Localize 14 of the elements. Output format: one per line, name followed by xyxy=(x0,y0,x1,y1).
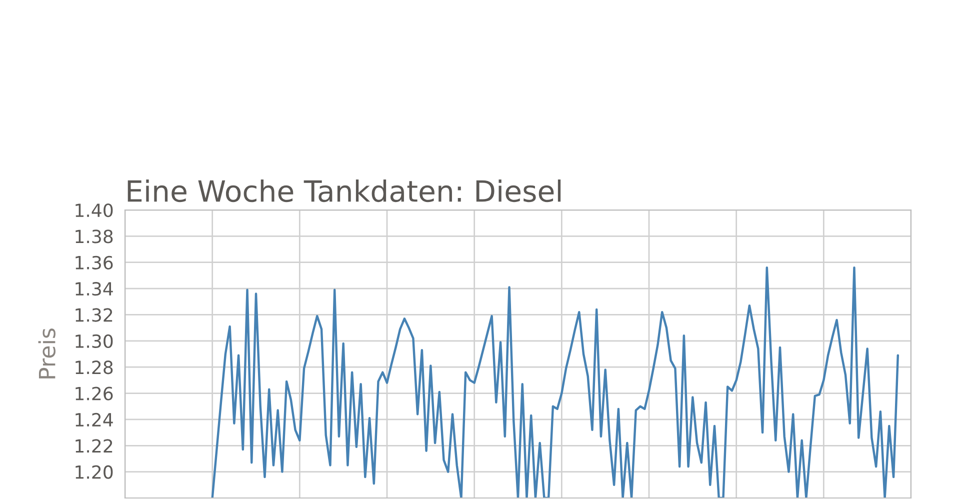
y-tick-label: 1.24 xyxy=(76,412,113,426)
y-tick-label: 1.38 xyxy=(76,230,113,244)
y-tick-label: 1.32 xyxy=(76,308,112,322)
y-axis-title: Preis xyxy=(38,328,56,378)
y-tick-label: 1.36 xyxy=(76,256,113,270)
y-tick-label: 1.40 xyxy=(76,203,113,218)
chart-title: Eine Woche Tankdaten: Diesel xyxy=(128,180,561,202)
line-series xyxy=(211,266,900,498)
y-tick-label: 1.22 xyxy=(76,439,112,452)
y-tick-label: 1.30 xyxy=(76,334,113,348)
y-tick-label: 1.20 xyxy=(76,465,113,479)
y-tick-label: 1.28 xyxy=(76,360,113,374)
y-tick-label: 1.26 xyxy=(76,386,113,400)
y-tick-label: 1.34 xyxy=(76,282,113,296)
